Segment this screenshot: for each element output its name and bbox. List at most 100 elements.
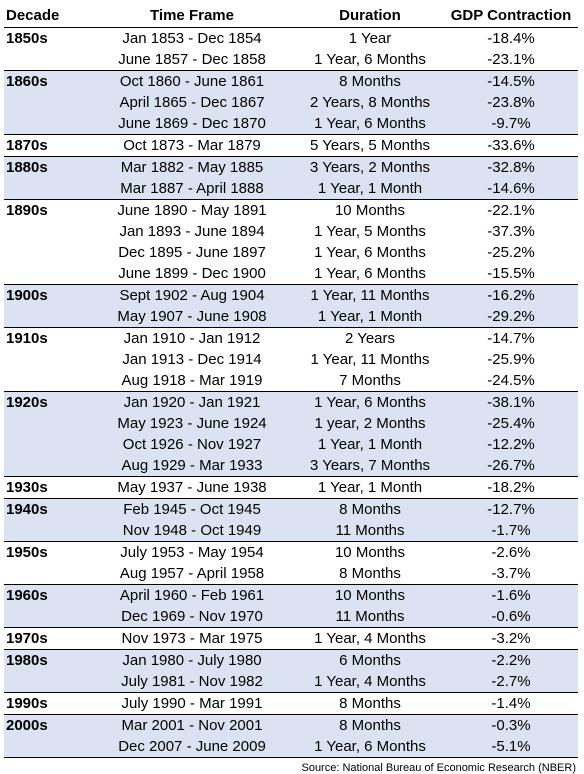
table-row: June 1869 - Dec 1870 1 Year, 6 Months -9.7… xyxy=(4,113,578,135)
gdp-contraction-cell: -5.1% xyxy=(444,736,578,758)
decade-cell xyxy=(4,92,88,113)
gdp-contraction-cell: -18.4% xyxy=(487,29,535,47)
duration-cell: 1 Year, 6 Months xyxy=(296,113,444,135)
duration-cell: 1 Year, 11 Months xyxy=(296,284,444,306)
table-row: 1930s May 1937 - June 1938 1 Year, 1 Month… xyxy=(4,476,578,499)
table-body: 1850s Jan 1853 - Dec 1854 1 Year -18.4% June… xyxy=(4,28,578,758)
gdp-contraction-cell: -25.2% xyxy=(487,243,535,261)
duration-cell: 10 Months xyxy=(296,541,444,563)
decade-cell xyxy=(4,349,88,370)
time-frame-cell: Oct 1873 - Mar 1879 xyxy=(88,134,296,157)
decade-cell: 1960s xyxy=(4,584,88,606)
time-frame-cell: Jan 1980 - July 1980 xyxy=(88,649,296,671)
table-row: Jan 1913 - Dec 1914 1 Year, 11 Months -25.… xyxy=(4,349,578,370)
header-decade: Decade xyxy=(4,4,88,28)
duration-cell: 2 Years xyxy=(296,327,444,349)
decade-cell xyxy=(4,113,88,135)
time-frame-cell: Dec 1895 - June 1897 xyxy=(118,243,266,261)
time-frame-cell: July 1990 - Mar 1991 xyxy=(88,692,296,715)
duration-cell: 1 Year, 6 Months xyxy=(296,736,444,758)
table-row: Dec 1895 - June 1897 1 Year, 6 Months -25.… xyxy=(4,242,578,263)
gdp-contraction-cell: -38.1% xyxy=(444,391,578,413)
duration-cell: 3 Years, 2 Months xyxy=(296,156,444,178)
table-row: Aug 1929 - Mar 1933 3 Years, 7 Months -26.… xyxy=(4,455,578,477)
table-row: 1960s April 1960 - Feb 1961 10 Months -1.6% xyxy=(4,584,578,606)
table-row: 1940s Feb 1945 - Oct 1945 8 Months -12.7% xyxy=(4,498,578,520)
table-row: Nov 1948 - Oct 1949 11 Months -1.7% xyxy=(4,520,578,542)
gdp-contraction-cell: -1.6% xyxy=(444,584,578,606)
time-frame-cell: Jan 1920 - Jan 1921 xyxy=(88,391,296,413)
header-gdp-contraction: GDP Contraction xyxy=(444,4,578,28)
duration-cell: 1 Year, 6 Months xyxy=(296,391,444,413)
table-row: 1970s Nov 1973 - Mar 1975 1 Year, 4 Months… xyxy=(4,627,578,650)
duration-cell: 10 Months xyxy=(296,584,444,606)
gdp-contraction-cell: -3.2% xyxy=(444,627,578,650)
decade-cell: 2000s xyxy=(4,714,88,736)
duration-cell: 1 Year, 1 Month xyxy=(296,178,444,200)
decade-cell: 1940s xyxy=(4,498,88,520)
time-frame-cell: Mar 1882 - May 1885 xyxy=(88,156,296,178)
table-row: 1990s July 1990 - Mar 1991 8 Months -1.4% xyxy=(4,692,578,715)
duration-cell: 8 Months xyxy=(296,714,444,736)
gdp-contraction-cell: -12.2% xyxy=(444,434,578,455)
recession-table: Decade Time Frame Duration GDP Contracti… xyxy=(4,4,578,758)
time-frame-cell: Jan 1853 - Dec 1854 xyxy=(122,29,262,47)
table-row: 1920s Jan 1920 - Jan 1921 1 Year, 6 Months… xyxy=(4,391,578,413)
time-frame-cell: Aug 1957 - April 1958 xyxy=(119,564,265,582)
duration-cell: 8 Months xyxy=(296,498,444,520)
time-frame-cell: May 1937 - June 1938 xyxy=(88,476,296,499)
gdp-contraction-cell: -32.8% xyxy=(444,156,578,178)
table-row: 1950s July 1953 - May 1954 10 Months -2.6% xyxy=(4,541,578,563)
duration-cell: 1 Year xyxy=(348,29,392,47)
decade-cell: 1850s xyxy=(6,29,48,47)
decade-cell xyxy=(4,434,88,455)
gdp-contraction-cell: -24.5% xyxy=(487,371,535,389)
table-row: 1860s Oct 1860 - June 1861 8 Months -14.5% xyxy=(4,70,578,92)
duration-cell: 6 Months xyxy=(296,649,444,671)
table-row: May 1907 - June 1908 1 Year, 1 Month -29.2… xyxy=(4,306,578,328)
time-frame-cell: Nov 1973 - Mar 1975 xyxy=(88,627,296,650)
decade-cell: 1890s xyxy=(4,199,88,221)
decade-cell xyxy=(4,413,88,434)
time-frame-cell: Mar 2001 - Nov 2001 xyxy=(88,714,296,736)
decade-cell: 1970s xyxy=(4,627,88,650)
gdp-contraction-cell: -14.7% xyxy=(444,327,578,349)
table-row: Jan 1893 - June 1894 1 Year, 5 Months -37.… xyxy=(4,221,578,242)
time-frame-cell: Oct 1926 - Nov 1927 xyxy=(88,434,296,455)
duration-cell: 1 Year, 1 Month xyxy=(296,306,444,328)
decade-cell xyxy=(4,563,88,585)
gdp-contraction-cell: -15.5% xyxy=(487,264,535,282)
time-frame-cell: June 1899 - Dec 1900 xyxy=(118,264,266,282)
gdp-contraction-cell: -26.7% xyxy=(444,455,578,477)
table-row: 2000s Mar 2001 - Nov 2001 8 Months -0.3% xyxy=(4,714,578,736)
duration-cell: 10 Months xyxy=(296,199,444,221)
gdp-contraction-cell: -23.8% xyxy=(444,92,578,113)
table-row: Dec 2007 - June 2009 1 Year, 6 Months -5.1… xyxy=(4,736,578,758)
time-frame-cell: June 1890 - May 1891 xyxy=(88,199,296,221)
decade-cell xyxy=(4,178,88,200)
time-frame-cell: June 1857 - Dec 1858 xyxy=(118,50,266,68)
duration-cell: 8 Months xyxy=(296,70,444,92)
duration-cell: 1 Year, 11 Months xyxy=(310,350,430,368)
decade-cell xyxy=(4,263,88,285)
gdp-contraction-cell: -2.2% xyxy=(444,649,578,671)
gdp-contraction-cell: -25.9% xyxy=(487,350,535,368)
duration-cell: 1 Year, 6 Months xyxy=(314,264,426,282)
table-row: 1910s Jan 1910 - Jan 1912 2 Years -14.7% xyxy=(4,327,578,349)
gdp-contraction-cell: -3.7% xyxy=(491,564,531,582)
duration-cell: 5 Years, 5 Months xyxy=(296,134,444,157)
duration-cell: 11 Months xyxy=(296,606,444,628)
time-frame-cell: Jan 1910 - Jan 1912 xyxy=(88,327,296,349)
time-frame-cell: Dec 2007 - June 2009 xyxy=(88,736,296,758)
decade-cell: 1980s xyxy=(4,649,88,671)
time-frame-cell: Sept 1902 - Aug 1904 xyxy=(88,284,296,306)
duration-cell: 1 Year, 6 Months xyxy=(314,243,426,261)
duration-cell: 1 year, 2 Months xyxy=(296,413,444,434)
table-row: June 1857 - Dec 1858 1 Year, 6 Months -23.… xyxy=(4,49,578,71)
time-frame-cell: Feb 1945 - Oct 1945 xyxy=(88,498,296,520)
recession-table-container: Decade Time Frame Duration GDP Contracti… xyxy=(4,4,578,774)
gdp-contraction-cell: -33.6% xyxy=(444,134,578,157)
duration-cell: 8 Months xyxy=(296,692,444,715)
header-duration: Duration xyxy=(296,4,444,28)
gdp-contraction-cell: -2.6% xyxy=(444,541,578,563)
